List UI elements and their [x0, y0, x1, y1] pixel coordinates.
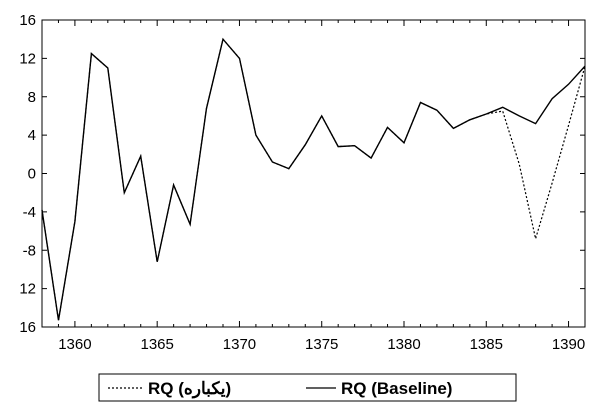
series-line-1: [41, 37, 586, 321]
series-line-0: [41, 37, 586, 321]
y-axis: 16 12 8 4 0 -4 -8 12 16: [19, 12, 585, 336]
legend-label-1: RQ (Baseline): [341, 379, 452, 398]
y-tick-label: 0: [28, 166, 36, 183]
plot-area: [41, 19, 586, 328]
plot-frame: [41, 19, 586, 328]
series-layer: [41, 37, 586, 321]
x-tick-label: 1375: [305, 336, 338, 353]
x-tick-label: 1390: [552, 336, 585, 353]
y-tick-label: 4: [28, 127, 36, 144]
y-tick-label: 8: [28, 89, 36, 106]
legend: RQ (یکباره) RQ (Baseline): [98, 373, 517, 402]
x-axis: 1360 1365 1370 1375 1380 1385 1390: [41, 20, 586, 353]
y-tick-label: -8: [23, 242, 36, 259]
x-tick-label: 1380: [387, 336, 420, 353]
x-tick-label: 1360: [58, 336, 91, 353]
y-tick-label: -4: [23, 204, 36, 221]
y-tick-label: 12: [19, 281, 36, 298]
x-tick-label: 1385: [470, 336, 503, 353]
legend-label-0: RQ (یکباره): [148, 379, 231, 399]
x-tick-label: 1370: [223, 336, 256, 353]
x-tick-label: 1365: [140, 336, 173, 353]
y-tick-label: 12: [19, 50, 36, 67]
y-tick-label: 16: [19, 319, 36, 336]
y-tick-label: 16: [19, 12, 36, 29]
